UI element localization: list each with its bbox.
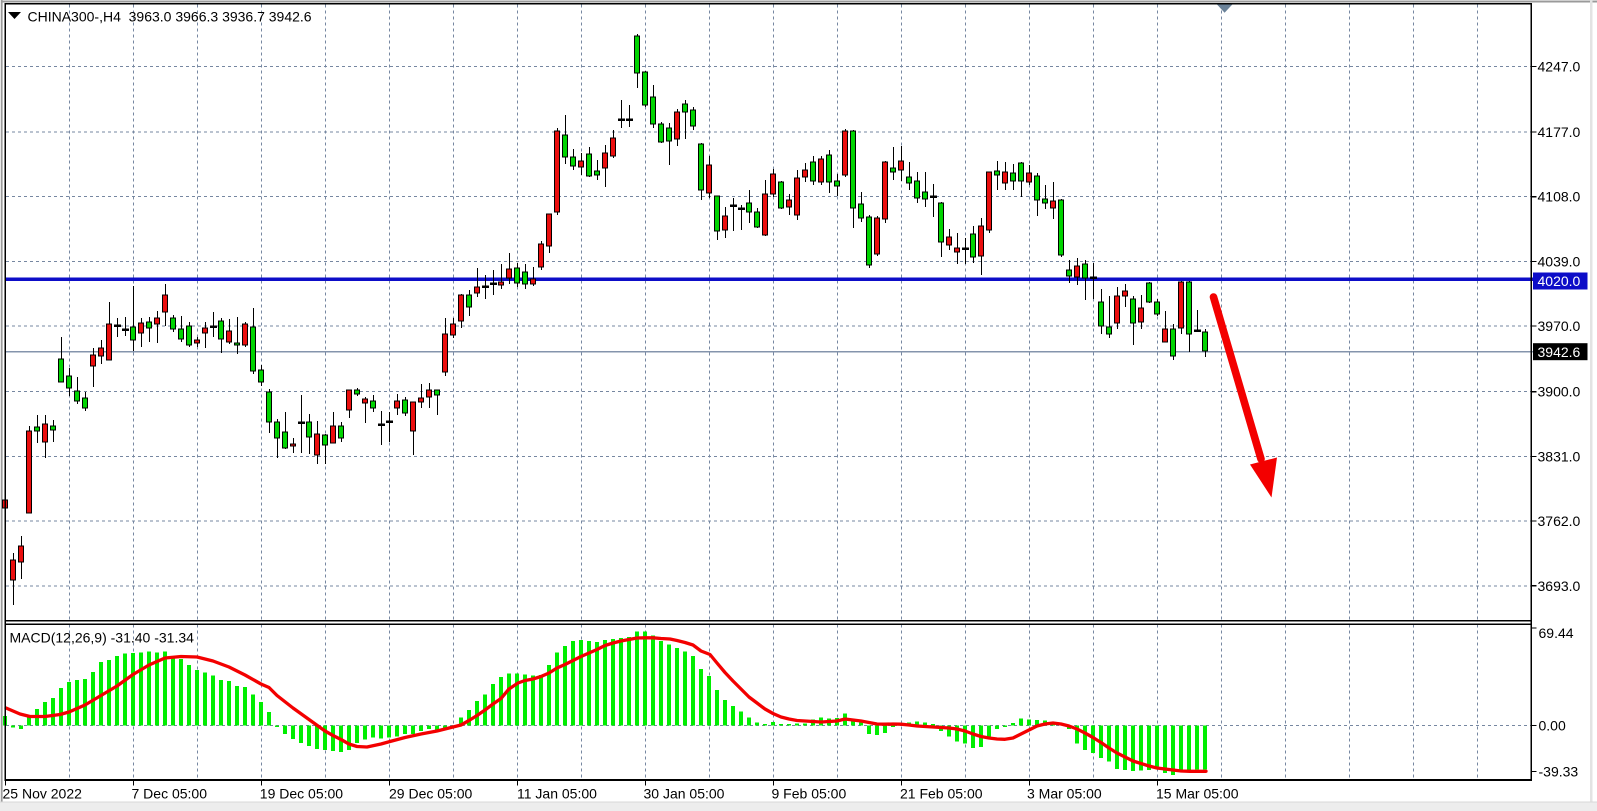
svg-text:3762.0: 3762.0: [1538, 513, 1581, 529]
svg-text:CHINA300-,H4 3963.0 3966.3 39: CHINA300-,H4 3963.0 3966.3 3936.7 3942.6: [28, 8, 312, 24]
svg-text:3942.6: 3942.6: [1538, 344, 1581, 360]
svg-text:15 Mar 05:00: 15 Mar 05:00: [1156, 786, 1239, 802]
svg-text:21 Feb 05:00: 21 Feb 05:00: [900, 786, 983, 802]
svg-text:4108.0: 4108.0: [1538, 189, 1581, 205]
svg-text:11 Jan 05:00: 11 Jan 05:00: [517, 786, 597, 802]
svg-text:3693.0: 3693.0: [1538, 578, 1581, 594]
svg-text:7 Dec 05:00: 7 Dec 05:00: [132, 786, 208, 802]
svg-text:9 Feb 05:00: 9 Feb 05:00: [772, 786, 847, 802]
svg-text:29 Dec 05:00: 29 Dec 05:00: [389, 786, 472, 802]
svg-text:69.44: 69.44: [1539, 625, 1574, 641]
svg-text:-39.33: -39.33: [1539, 764, 1579, 780]
svg-text:3831.0: 3831.0: [1538, 448, 1581, 464]
svg-text:3900.0: 3900.0: [1538, 384, 1581, 400]
svg-text:3 Mar 05:00: 3 Mar 05:00: [1027, 786, 1102, 802]
svg-text:4020.0: 4020.0: [1538, 273, 1581, 289]
svg-text:25 Nov 2022: 25 Nov 2022: [3, 786, 83, 802]
svg-text:4039.0: 4039.0: [1538, 253, 1581, 269]
svg-text:MACD(12,26,9) -31.40 -31.34: MACD(12,26,9) -31.40 -31.34: [10, 629, 195, 645]
svg-text:3970.0: 3970.0: [1538, 318, 1581, 334]
svg-text:4177.0: 4177.0: [1538, 124, 1581, 140]
svg-text:4247.0: 4247.0: [1538, 58, 1581, 74]
svg-text:19 Dec 05:00: 19 Dec 05:00: [260, 786, 343, 802]
svg-text:30 Jan 05:00: 30 Jan 05:00: [644, 786, 725, 802]
svg-text:0.00: 0.00: [1539, 718, 1566, 734]
